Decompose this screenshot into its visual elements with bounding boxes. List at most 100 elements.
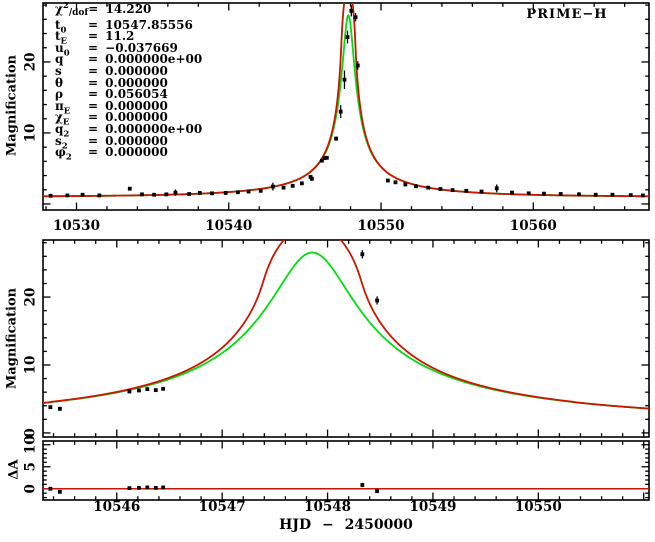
data-point-marker: [210, 191, 214, 196]
plot-title: PRIME−H: [526, 7, 608, 22]
data-point-marker: [353, 15, 358, 20]
param-symbol: t0: [55, 17, 67, 35]
data-point-marker: [558, 192, 563, 196]
param-value: 0.000000: [101, 133, 168, 148]
data-point-marker: [127, 186, 132, 191]
data-point-marker: [223, 191, 228, 195]
param-symbol: φ2: [55, 145, 72, 163]
param-value: 0.000000: [101, 110, 168, 125]
data-point-marker: [48, 486, 53, 491]
data-point-marker: [510, 190, 514, 195]
data-point-marker: [290, 183, 295, 188]
panel-frame: [42, 239, 650, 438]
data-point-marker: [438, 187, 443, 191]
param-value: 0.000000: [101, 63, 168, 78]
data-point-marker: [187, 192, 192, 196]
param-symbol: s: [55, 63, 62, 78]
tick-labels: 10546 10547 10548 10549 10550 0 5 10: [23, 435, 562, 515]
finite-source-curve: [43, 3, 649, 198]
x-tick-label: 10550: [515, 499, 562, 515]
data-point-marker: [153, 485, 158, 490]
param-line: χE = 0.000000: [55, 110, 202, 128]
param-value: 0.000000: [101, 145, 168, 160]
param-value: −0.037669: [101, 40, 178, 55]
data-point-marker: [628, 193, 633, 197]
param-line: q2 = 0.000000e+00: [55, 123, 202, 139]
equals-sign: =: [88, 2, 99, 16]
y-tick-label: 10: [23, 356, 39, 375]
data-point-marker: [246, 189, 251, 194]
x-tick-label: 10547: [199, 499, 246, 515]
data-point-marker: [338, 109, 343, 114]
fit-parameters: χ2/dof= 14.220 t0 = 10547.85556 tE = 11.2 u0 =…: [55, 1, 203, 163]
full-lightcurve-panel: 10530 10540 10550 10560 10 20: [23, 2, 650, 234]
data-point-marker: [641, 193, 645, 198]
data-point-marker: [309, 176, 314, 181]
peak-zoom-panel: 0 10 20: [23, 239, 650, 438]
axis-ticks: [43, 240, 649, 437]
data-point-marker: [577, 192, 581, 197]
param-symbol: πE: [55, 98, 71, 117]
param-line: t0 = 10547.85556: [55, 17, 202, 35]
param-symbol: χE: [55, 110, 70, 128]
data-point-marker: [345, 35, 350, 39]
data-points: [48, 482, 379, 494]
y-tick-label: 20: [23, 53, 39, 72]
point-source-curve: [43, 251, 649, 410]
x-tick-label: 10550: [358, 218, 405, 234]
equals-sign: =: [88, 98, 99, 113]
param-symbol: χ2/dof: [55, 1, 89, 18]
param-value: 0.056054: [101, 87, 168, 102]
data-point-marker: [152, 192, 157, 197]
panel-frame: [42, 2, 650, 211]
data-point-marker: [80, 192, 85, 197]
equals-sign: =: [88, 63, 99, 78]
param-value: 0.000000e+00: [101, 52, 203, 67]
data-point-marker: [173, 190, 178, 195]
residuals-panel: 10546 10547 10548 10549 10550 0 5 10: [23, 435, 650, 515]
tick-labels: 0 10 20: [23, 288, 39, 438]
y-axis-label-magnification-top: Magnification: [4, 54, 20, 157]
param-line: q = 0.000000e+00: [55, 52, 203, 67]
data-point-marker: [320, 158, 324, 163]
data-point-marker: [349, 8, 354, 13]
param-line: πE = 0.000000: [55, 98, 202, 117]
data-point-marker: [271, 184, 275, 189]
param-line: φ2 = 0.000000: [55, 145, 202, 163]
data-point-marker: [145, 485, 150, 490]
data-point-marker: [355, 63, 360, 68]
axis-ticks: [43, 3, 649, 210]
data-point-marker: [153, 388, 158, 393]
data-point-marker: [479, 189, 484, 194]
data-point-marker: [324, 155, 329, 160]
data-point-marker: [137, 485, 141, 490]
x-tick-label: 10548: [304, 499, 351, 515]
equals-sign: =: [88, 40, 99, 55]
y-axis-label-residual: ΔA: [6, 459, 22, 480]
data-point-marker: [593, 192, 598, 197]
param-line: θ = 0.000000: [55, 75, 202, 90]
param-line: s = 0.000000: [55, 63, 202, 78]
panel-frame: [42, 440, 650, 501]
equals-sign: =: [88, 133, 99, 148]
data-point-marker: [414, 184, 418, 189]
equals-sign: =: [88, 110, 99, 125]
data-point-marker: [235, 190, 240, 195]
param-symbol: u0: [55, 40, 70, 59]
data-point-marker: [375, 298, 379, 303]
param-line: s2 = 0.000000: [55, 133, 202, 151]
axis-ticks: [43, 441, 649, 500]
equals-sign: =: [88, 75, 99, 90]
y-tick-label: 0: [23, 484, 39, 493]
x-tick-label: 10560: [510, 218, 557, 234]
data-point-marker: [281, 185, 286, 190]
x-tick-label: 10530: [53, 218, 100, 234]
y-tick-label: 20: [23, 288, 39, 307]
y-tick-label: 10: [23, 124, 39, 143]
data-point-marker: [342, 77, 347, 82]
param-value: 14.220: [101, 2, 152, 16]
x-tick-label: 10540: [205, 218, 252, 234]
equals-sign: =: [88, 17, 99, 32]
param-symbol: θ: [55, 75, 64, 90]
